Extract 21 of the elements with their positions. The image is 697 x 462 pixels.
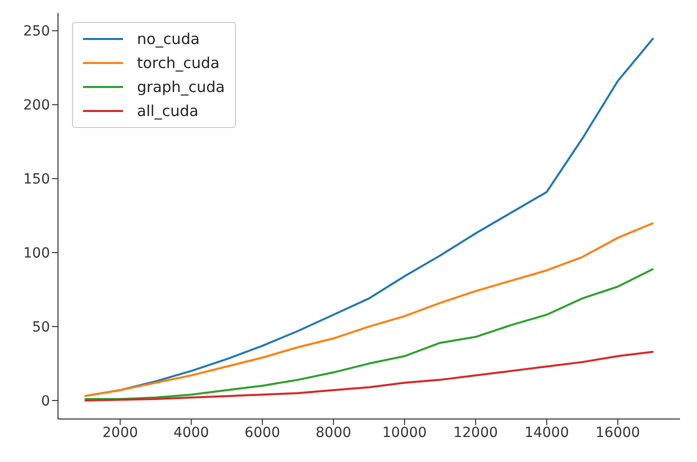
legend-label: torch_cuda bbox=[137, 53, 220, 74]
y-tick-label: 150 bbox=[23, 172, 50, 188]
x-tick-label: 14000 bbox=[524, 424, 569, 441]
y-tick-label: 100 bbox=[23, 246, 50, 262]
y-tick-label: 50 bbox=[32, 320, 50, 336]
legend-label: all_cuda bbox=[137, 101, 198, 122]
legend-label: no_cuda bbox=[137, 29, 200, 50]
y-tick-label: 200 bbox=[23, 98, 50, 114]
x-tick-label: 16000 bbox=[596, 424, 640, 441]
line-series bbox=[84, 222, 654, 398]
line-series bbox=[84, 350, 654, 402]
x-tick-label: 6000 bbox=[244, 424, 280, 441]
line-series bbox=[84, 268, 654, 400]
y-tick-label: 250 bbox=[23, 24, 50, 40]
y-tick-label: 0 bbox=[41, 393, 50, 410]
x-tick-label: 12000 bbox=[453, 424, 498, 441]
legend-label: graph_cuda bbox=[137, 77, 225, 98]
x-tick-label: 2000 bbox=[102, 424, 138, 441]
x-tick-label: 4000 bbox=[173, 424, 210, 441]
x-tick-label: 10000 bbox=[382, 424, 427, 441]
x-tick-label: 8000 bbox=[316, 424, 352, 441]
